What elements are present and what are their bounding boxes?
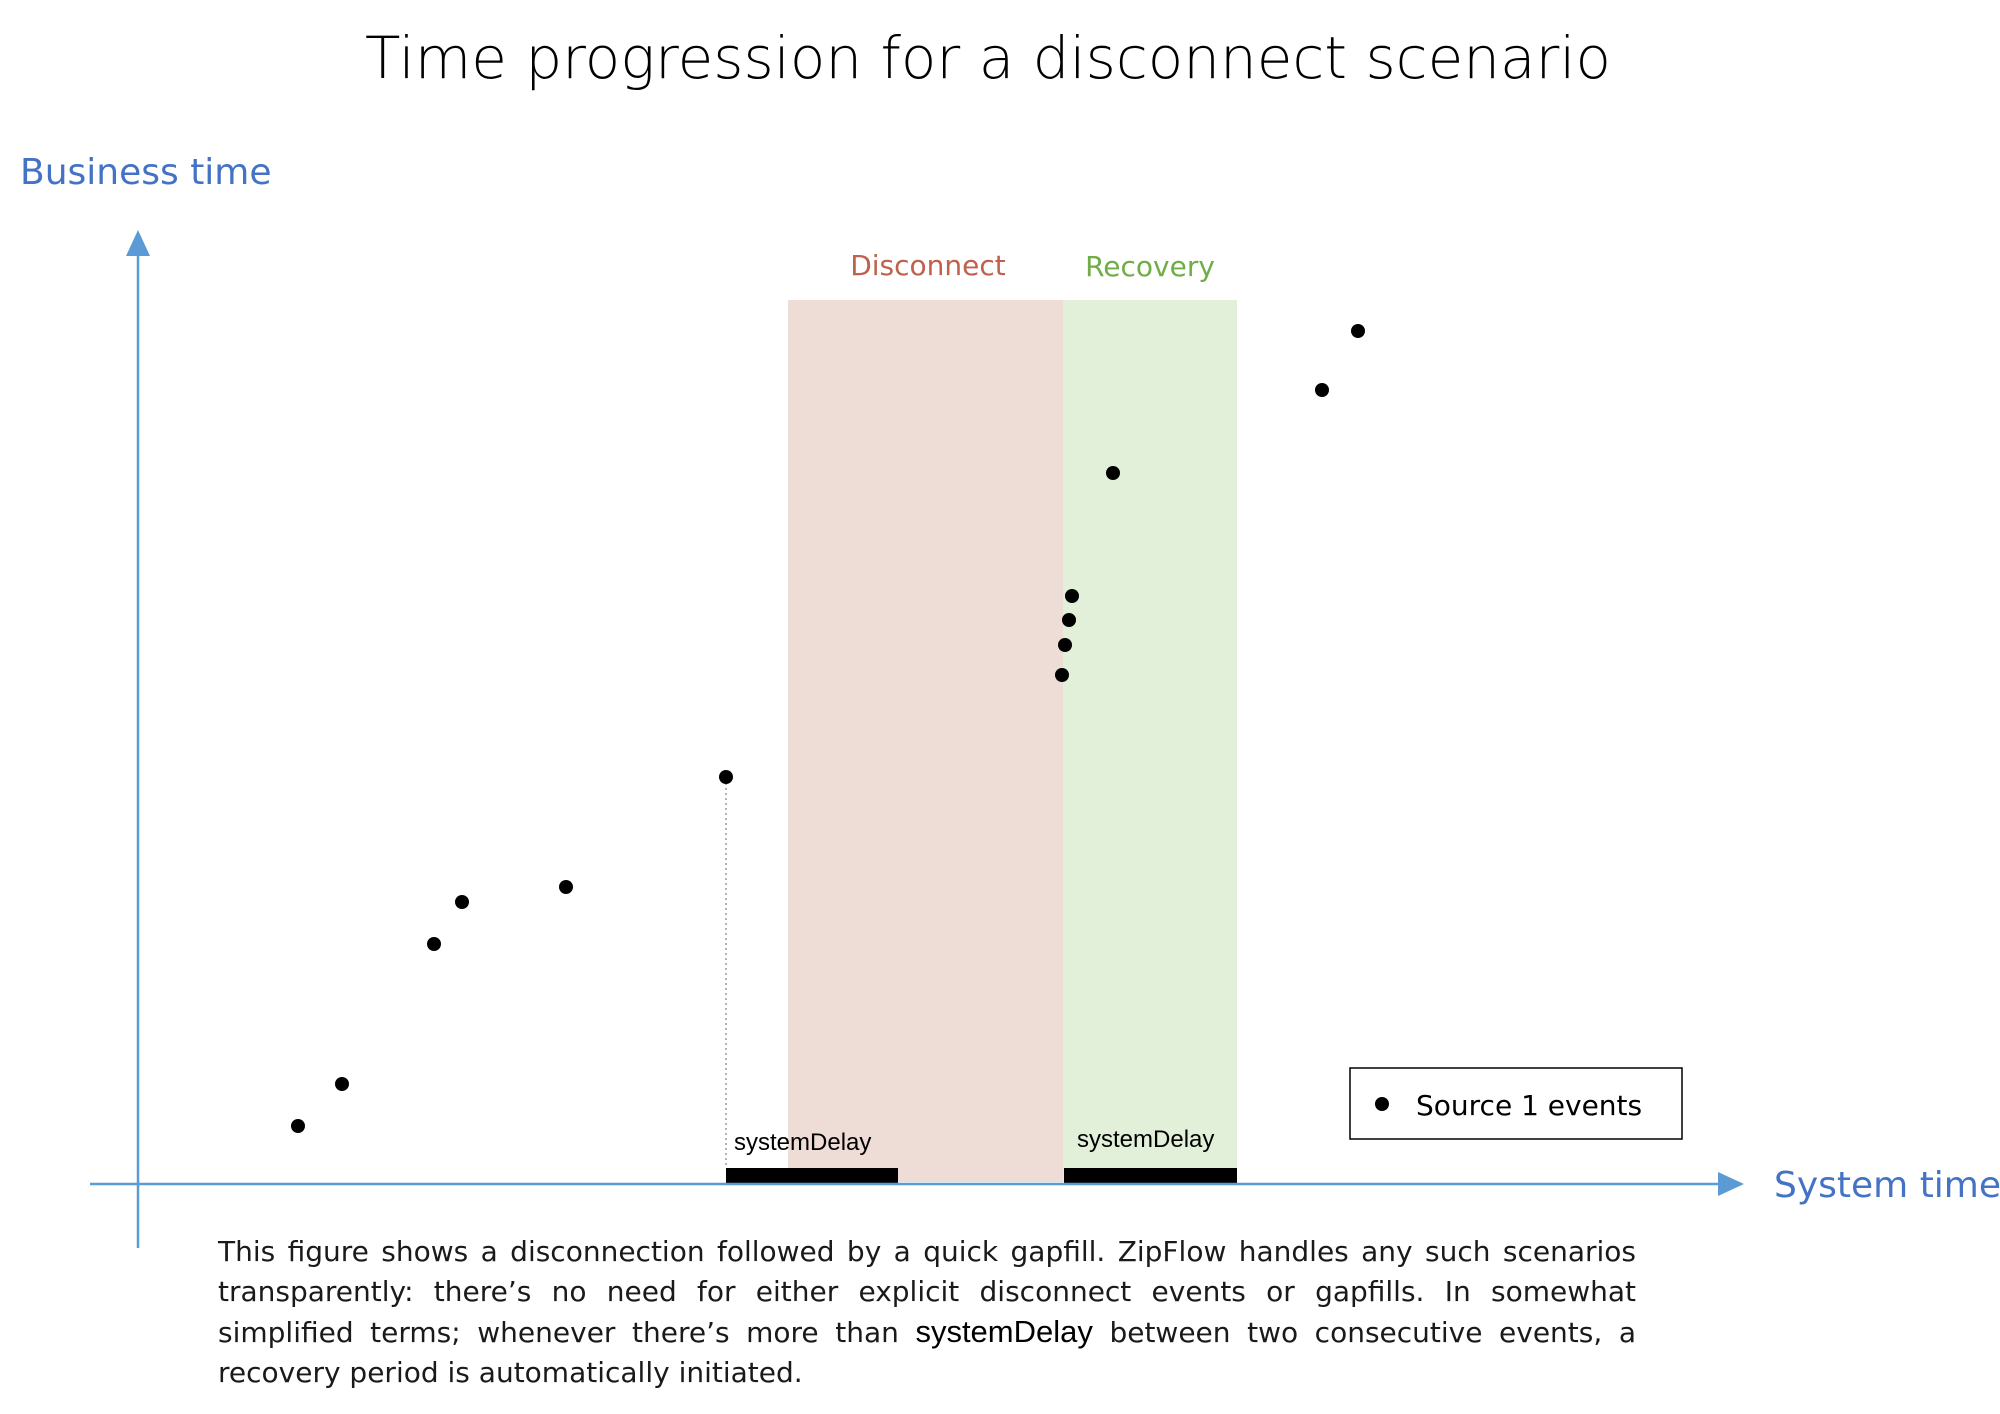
event-point	[335, 1077, 349, 1091]
event-point	[291, 1119, 305, 1133]
event-point	[1351, 324, 1365, 338]
disconnect-region	[788, 300, 1063, 1182]
event-point	[1315, 383, 1329, 397]
disconnect-label: Disconnect	[850, 249, 1006, 282]
event-point	[1058, 638, 1072, 652]
legend-box	[1349, 1067, 1683, 1140]
recovery-region	[1063, 300, 1237, 1182]
legend-marker	[1375, 1097, 1389, 1111]
legend: Source 1 events	[1349, 1067, 1683, 1140]
system-delay-bar-2	[1064, 1168, 1237, 1184]
event-point	[559, 880, 573, 894]
caption-text-2: between two consecutive events, a recove…	[218, 1316, 1636, 1389]
event-point	[1106, 466, 1120, 480]
caption-text-1: This figure shows a disconnection follow…	[218, 1235, 1636, 1349]
y-axis-label: Business time	[20, 152, 272, 193]
figure-caption: This figure shows a disconnection follow…	[218, 1232, 1636, 1393]
system-delay-bar-1	[726, 1168, 898, 1184]
y-axis-arrowhead	[126, 230, 150, 256]
caption-term: systemDelay	[915, 1314, 1093, 1349]
x-axis-label: System time	[1774, 1165, 2000, 1206]
event-point	[1065, 589, 1079, 603]
system-delay-label-2: systemDelay	[1077, 1126, 1214, 1153]
event-point	[455, 895, 469, 909]
event-point	[427, 937, 441, 951]
source-1-events	[291, 324, 1365, 1133]
x-axis-arrowhead	[1718, 1172, 1744, 1196]
system-delay-label-1: systemDelay	[734, 1129, 871, 1156]
recovery-label: Recovery	[1085, 250, 1215, 283]
event-point	[1062, 613, 1076, 627]
event-point	[1055, 668, 1069, 682]
diagram-title: Time progression for a disconnect scenar…	[365, 24, 1611, 92]
event-point	[719, 770, 733, 784]
legend-label: Source 1 events	[1416, 1089, 1642, 1122]
